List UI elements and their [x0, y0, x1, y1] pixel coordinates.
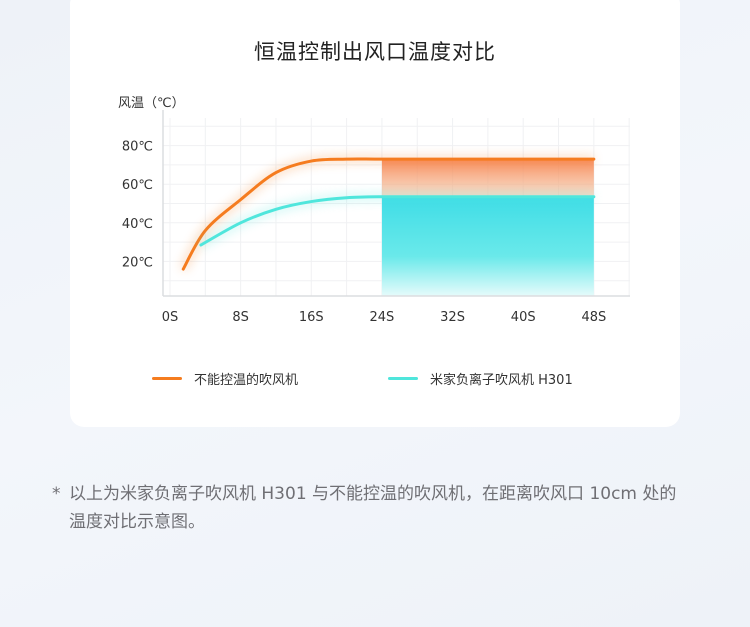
highlight-fill-series-2	[381, 196, 594, 296]
x-tick-label: 8S	[232, 310, 249, 325]
series-line-1	[181, 157, 596, 271]
legend-item-series-2: 米家负离子吹风机 H301	[388, 369, 573, 388]
highlight-fill-series-1	[381, 159, 594, 197]
chart-plot: 0S 8S 16S 24S 32S 40S 48S 20℃ 40℃ 60℃ 80℃ 风温（℃）	[118, 96, 630, 325]
x-tick-label: 24S	[370, 310, 395, 325]
legend-label: 不能控温的吹风机	[194, 373, 299, 388]
legend-label: 米家负离子吹风机 H301	[430, 373, 573, 388]
y-axis-label: 风温（℃）	[118, 96, 185, 111]
legend-item-series-1: 不能控温的吹风机	[152, 369, 298, 388]
y-tick-label: 60℃	[122, 178, 153, 193]
legend-swatch	[388, 377, 418, 380]
y-tick-label: 40℃	[122, 217, 153, 232]
x-tick-label: 40S	[511, 310, 536, 325]
y-tick-label: 80℃	[122, 140, 153, 155]
legend-swatch	[152, 377, 182, 380]
x-tick-label: 48S	[581, 310, 606, 325]
x-tick-label: 16S	[299, 310, 324, 325]
footnote-text: 以上为米家负离子吹风机 H301 与不能控温的吹风机，在距离吹风口 10cm 处…	[69, 484, 677, 532]
x-tick-label: 32S	[440, 310, 465, 325]
chart-title: 恒温控制出风口温度对比	[254, 40, 496, 64]
series-line-2	[199, 195, 596, 247]
footnote-marker: *	[52, 484, 61, 504]
y-tick-label: 20℃	[122, 255, 153, 270]
x-tick-label: 0S	[162, 310, 179, 325]
footnote: * 以上为米家负离子吹风机 H301 与不能控温的吹风机，在距离吹风口 10cm…	[52, 480, 692, 536]
